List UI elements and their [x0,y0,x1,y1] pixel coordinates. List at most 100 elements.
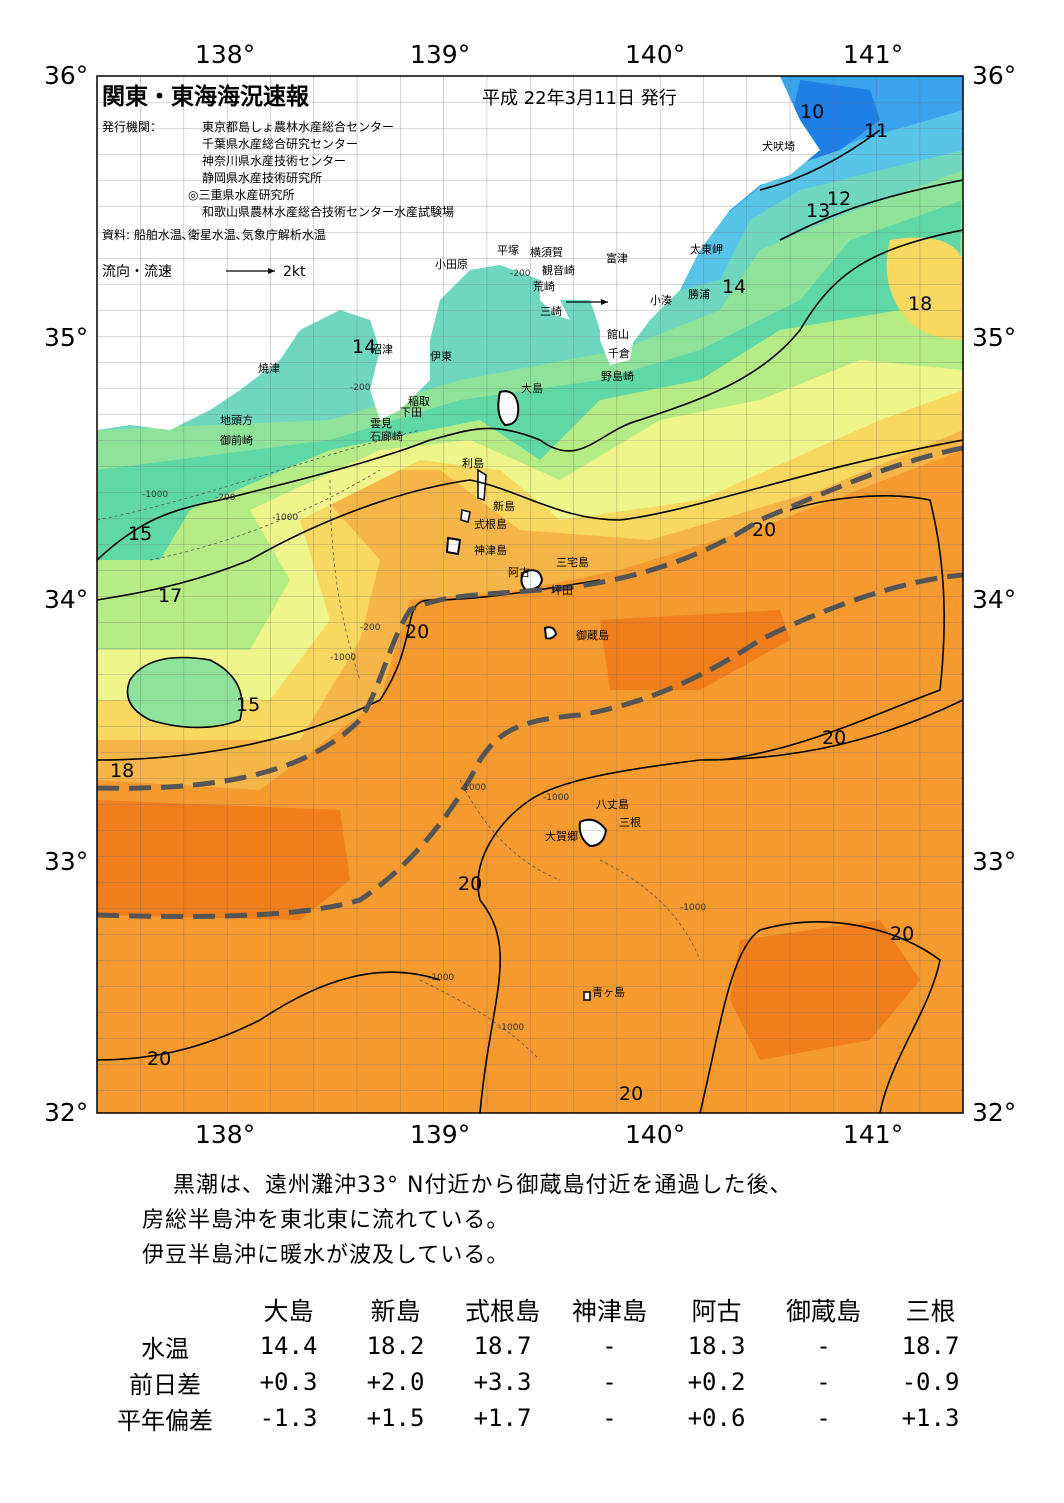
isotherm-label: 11 [864,120,888,142]
lat-label-33: 33° [44,847,88,876]
sea-temperature-map: 138° 139° 140° 141° 138° 139° 140° 141° … [44,40,1016,1149]
table-cell: +0.3 [259,1368,318,1396]
table-cell: -1.3 [259,1404,318,1432]
isotherm-label: 20 [890,923,914,945]
table-cell: 18.2 [366,1332,425,1360]
map-frame [96,75,964,1114]
depth-label: -1000 [330,653,356,663]
isotherm-label: 18 [908,293,932,315]
table-cell: 18.7 [473,1332,532,1360]
lat-label-34: 34° [972,585,1016,614]
lon-label-140: 140° [625,40,685,69]
depth-label: -1000 [543,793,569,803]
column-header: 三根 [905,1297,956,1326]
isotherm-lines [97,129,963,1113]
place-label: 館山 [607,327,629,341]
summary-line: 房総半島沖を東北東に流れている。 [142,1208,510,1233]
isotherm-label: 14 [352,336,376,358]
row-header: 水温 [141,1334,189,1363]
place-label: 横須賀 [530,245,563,259]
lon-label-141: 141° [843,1120,903,1149]
lat-label-35: 35° [972,323,1016,352]
isotherm-labels: 10 11 12 13 14 14 15 15 17 18 18 20 20 2… [110,101,932,1105]
isotherm-label: 20 [619,1083,643,1105]
depth-contours [97,429,701,1061]
table-corner [95,1292,235,1328]
place-label: 阿古 [508,566,530,579]
lon-label-140: 140° [625,1120,685,1149]
table-cell: -0.9 [901,1368,960,1396]
place-label: 野島崎 [601,369,634,383]
place-label: 青ヶ島 [592,985,625,999]
place-label: 大賀郷 [545,829,578,843]
column-header: 阿古 [691,1297,742,1326]
publisher-item: 神奈川県水産技術センター [202,153,346,168]
map-area [97,76,963,1113]
publisher-item: 静岡県水産技術研究所 [202,170,322,185]
place-label: 雲見 [370,417,392,430]
lat-lon-grid [97,76,963,1113]
column-header: 式根島 [464,1297,540,1326]
depth-label: -1000 [498,1023,524,1033]
place-label: 平塚 [497,244,519,257]
table-row: 前日差 +0.3 +2.0 +3.3 - +0.2 - -0.9 [95,1364,984,1400]
lon-label-139: 139° [410,40,470,69]
table-cell: 14.4 [259,1332,318,1360]
current-legend-label: 流向・流速 [102,264,172,280]
place-label: 荒崎 [533,279,555,293]
map-header: 関東・東海海況速報 平成 22年3月11日 発行 発行機関： 東京都島しょ農林水… [102,83,677,280]
column-header: 御蔵島 [785,1297,861,1326]
depth-label: -200 [350,383,371,393]
lon-label-138: 138° [195,1120,255,1149]
lon-label-138: 138° [195,40,255,69]
lat-labels-right: 36° 35° 34° 33° 32° [972,61,1016,1127]
place-label: 三崎 [540,304,562,318]
place-label: 利島 [462,456,484,470]
map-title: 関東・東海海況速報 [102,83,310,110]
isotherm-label: 17 [158,585,182,607]
place-label: 千倉 [608,346,630,360]
kuroshio-boundaries [97,445,963,919]
place-label: 三宅島 [556,555,589,569]
publisher-item: 千葉県水産総合研究センター [202,136,358,151]
table-cell: - [602,1404,617,1432]
place-label: 大島 [521,381,543,395]
table-row: 平年偏差 -1.3 +1.5 +1.7 - +0.6 - +1.3 [95,1400,984,1436]
depth-label: -1000 [460,783,486,793]
table-cell: +1.5 [366,1404,425,1432]
depth-label: -1000 [680,903,706,913]
isotherm-label: 20 [405,621,429,643]
table-cell: - [602,1332,617,1360]
place-labels: 犬吠埼 太東岬 勝浦 小湊 富津 横須賀 観音崎 平塚 荒崎 三崎 小田原 館山… [220,139,795,999]
place-label: 勝浦 [688,287,710,301]
row-header: 平年偏差 [117,1406,213,1435]
isotherm-label: 12 [827,188,851,210]
depth-label: -1000 [428,973,454,983]
place-label: 式根島 [474,517,507,531]
place-label: 伊東 [430,350,452,363]
place-label: 坪田 [551,584,573,597]
isotherm-label: 14 [722,276,746,298]
column-header: 大島 [263,1297,314,1326]
observation-table: 大島 新島 式根島 神津島 阿古 御蔵島 三根 水温 14.4 18.2 18.… [95,1292,984,1436]
table-cell: +2.0 [366,1368,425,1396]
place-label: 小田原 [435,258,468,271]
isotherm-label: 10 [800,101,824,123]
column-header: 神津島 [571,1297,647,1326]
table-cell: +1.3 [901,1404,960,1432]
lat-label-32: 32° [44,1098,88,1127]
lat-label-32: 32° [972,1098,1016,1127]
table-cell: +0.2 [687,1368,746,1396]
place-label: 神津島 [474,543,507,557]
publisher-item: ◎三重県水産研究所 [188,187,294,202]
row-header: 前日差 [129,1370,201,1399]
place-label: 八丈島 [596,797,629,811]
publisher-item: 東京都島しょ農林水産総合センター [202,119,394,134]
arrowhead-icon [268,268,275,274]
place-label: 稲取 [408,395,430,408]
depth-label: -200 [510,269,531,279]
depth-label: -200 [215,493,236,503]
table-cell: 18.7 [901,1332,960,1360]
depth-label: -1000 [272,513,298,523]
isotherm-label: 20 [822,727,846,749]
